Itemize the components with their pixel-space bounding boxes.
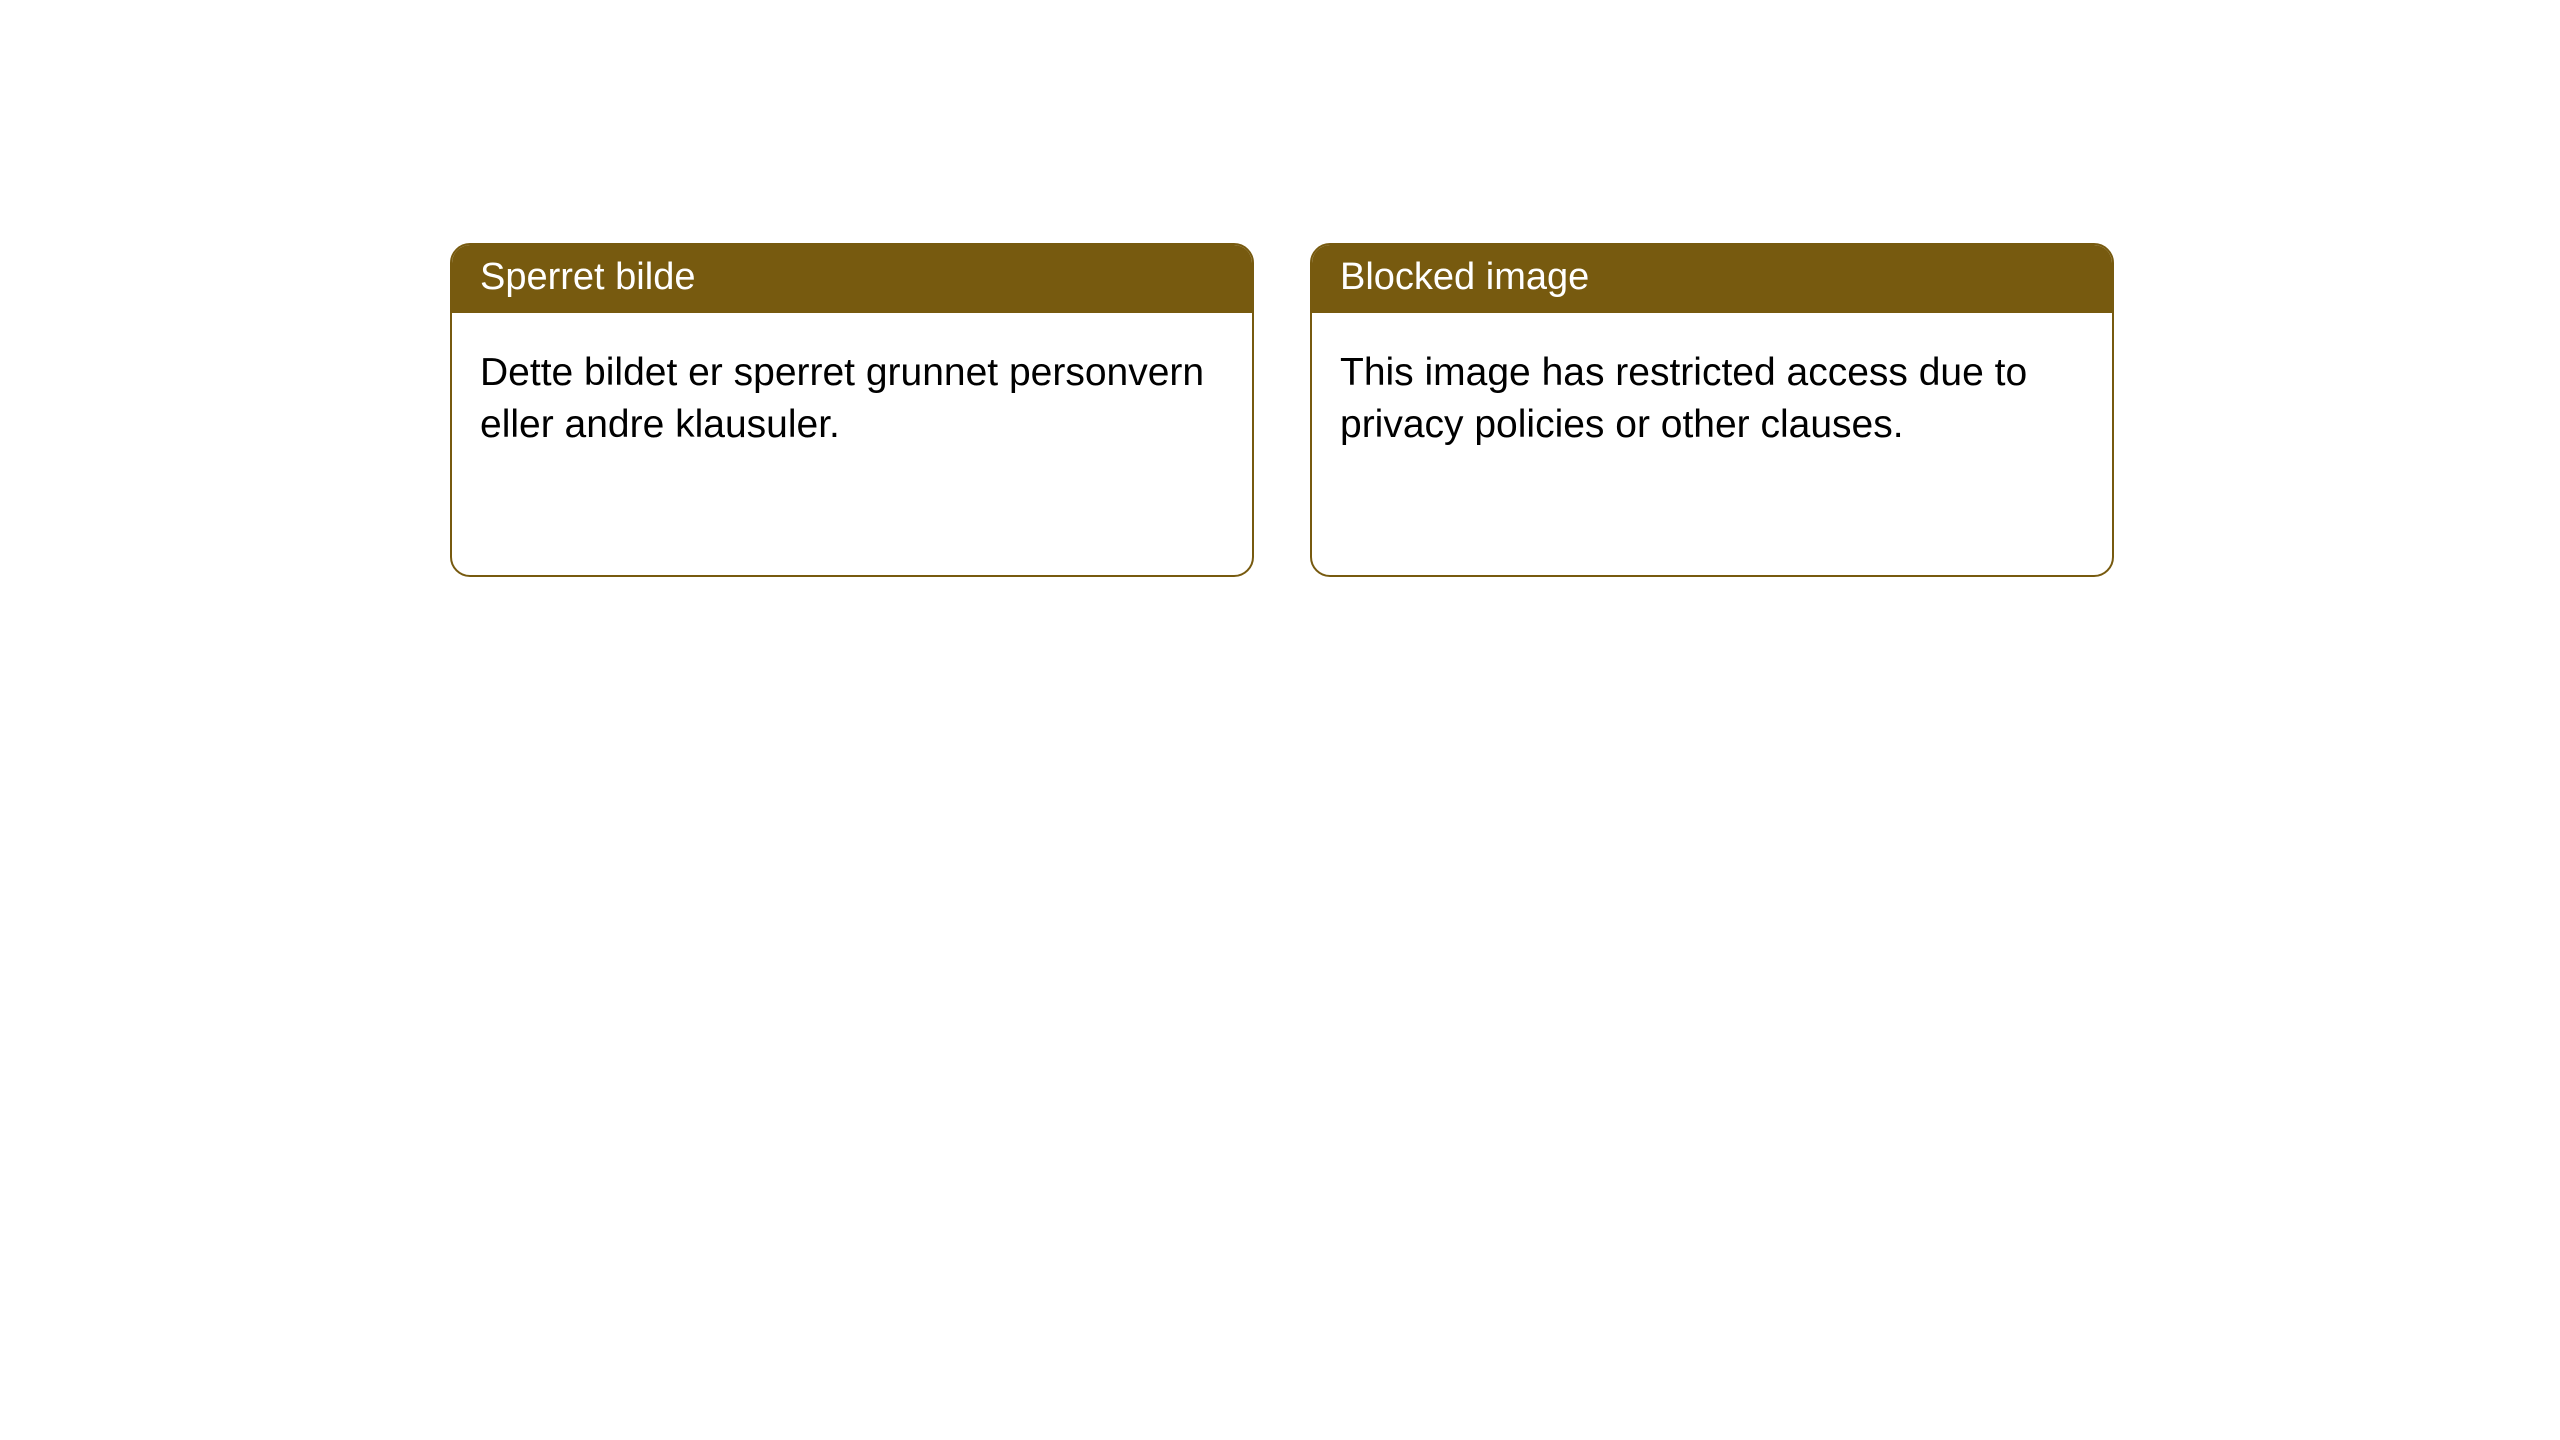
blocked-image-card-en: Blocked image This image has restricted … <box>1310 243 2114 577</box>
card-header-no: Sperret bilde <box>452 245 1252 313</box>
card-body-en: This image has restricted access due to … <box>1312 313 2112 486</box>
card-body-no: Dette bildet er sperret grunnet personve… <box>452 313 1252 486</box>
cards-container: Sperret bilde Dette bildet er sperret gr… <box>0 0 2560 577</box>
blocked-image-card-no: Sperret bilde Dette bildet er sperret gr… <box>450 243 1254 577</box>
card-header-en: Blocked image <box>1312 245 2112 313</box>
